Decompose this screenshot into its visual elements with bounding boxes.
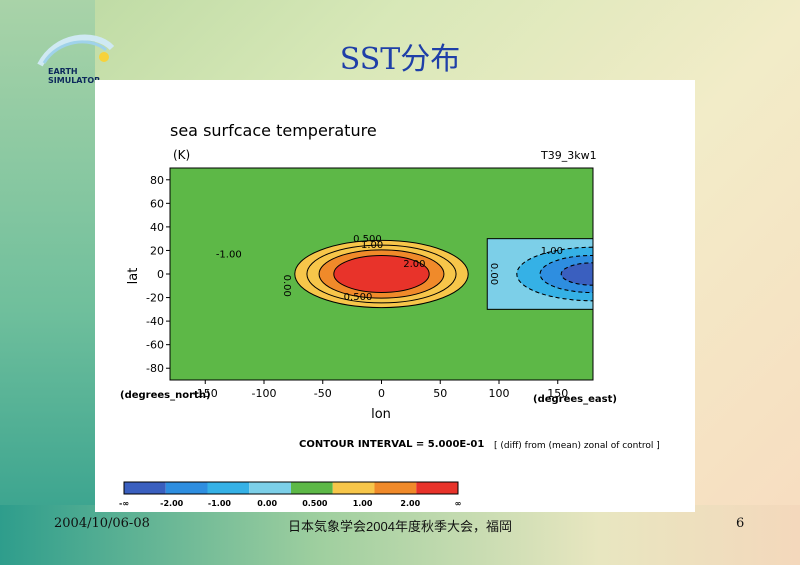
colorbar-swatch	[332, 482, 375, 494]
logo-line1: EARTH	[48, 67, 78, 76]
colorbar-label: 2.00	[400, 499, 420, 508]
colorbar-label: -1.00	[208, 499, 231, 508]
positive-contour-3	[333, 255, 430, 293]
y-tick-label: 40	[150, 221, 164, 234]
y-tick-label: 0	[157, 268, 164, 281]
slide-title: SST分布	[339, 42, 461, 77]
contour-label: -1.00	[216, 250, 242, 261]
colorbar-swatch	[207, 482, 250, 494]
contour-label: 0.00	[281, 275, 292, 297]
earth-simulator-logo: EARTH SIMULATOR	[37, 34, 115, 85]
footer-meeting: 日本気象学会2004年度秋季大会，福岡	[288, 519, 512, 534]
colorbar-label: 0.00	[257, 499, 277, 508]
contour-label: 1.00	[361, 240, 383, 251]
y-tick-label: 60	[150, 197, 164, 210]
y-axis-unit: (degrees_north)	[120, 390, 211, 401]
y-tick-label: -80	[146, 362, 164, 375]
y-tick-label: 20	[150, 244, 164, 257]
x-axis-label: lon	[371, 407, 391, 422]
x-tick-label: -100	[252, 387, 277, 400]
x-tick-label: 50	[433, 387, 447, 400]
colorbar-swatch	[291, 482, 333, 494]
background-band-bottom	[0, 505, 800, 565]
colorbar-label: -2.00	[160, 499, 183, 508]
x-tick-label: 150	[547, 387, 568, 400]
x-tick-label: -150	[193, 387, 218, 400]
contour-label: 0.500	[353, 234, 382, 245]
colorbar-label: 0.500	[302, 499, 328, 508]
y-tick-label: -60	[146, 339, 164, 352]
colorbar-label: ∞	[455, 499, 462, 508]
colorbar-swatch	[249, 482, 291, 494]
x-tick-label: 100	[489, 387, 510, 400]
colorbar-swatch	[165, 482, 208, 494]
x-tick-label: 0	[378, 387, 385, 400]
colorbar-swatch	[374, 482, 417, 494]
contour-interval-text: CONTOUR INTERVAL = 5.000E-01	[299, 439, 484, 450]
contour-label: 2.00	[403, 259, 425, 270]
colorbar-frame	[123, 481, 459, 495]
sst-chart: sea surfcace temperature (K) T39_3kw1 80…	[119, 121, 660, 508]
anomaly-region-negative	[486, 238, 593, 310]
logo-line2: SIMULATOR	[48, 76, 100, 85]
contour-label: 0.500	[344, 292, 373, 303]
contour-label: 1.00	[541, 246, 563, 257]
colorbar-label: 1.00	[353, 499, 373, 508]
contour-label: 0.00	[488, 263, 499, 285]
chart-units: (K)	[173, 148, 190, 162]
diff-note: [ (diff) from (mean) zonal of control ]	[494, 441, 660, 451]
footer-page-number: 6	[736, 516, 745, 531]
footer-date: 2004/10/06-08	[54, 516, 150, 531]
colorbar-swatch	[416, 482, 458, 494]
logo-sun-icon	[99, 52, 109, 62]
y-axis-label: lat	[126, 268, 141, 285]
x-tick-label: -50	[314, 387, 332, 400]
colorbar-label: -∞	[119, 499, 129, 508]
x-axis-unit: (degrees_east)	[533, 394, 617, 405]
chart-title: sea surfcace temperature	[170, 121, 377, 140]
y-tick-label: 80	[150, 174, 164, 187]
y-tick-label: -20	[146, 292, 164, 305]
anomaly-region-positive	[294, 239, 469, 309]
colorbar-swatch	[124, 482, 166, 494]
y-tick-label: -40	[146, 315, 164, 328]
chart-run-label: T39_3kw1	[540, 149, 597, 162]
background-band-left	[0, 0, 95, 565]
chart-panel: sea surfcace temperature (K) T39_3kw1 80…	[95, 80, 695, 512]
